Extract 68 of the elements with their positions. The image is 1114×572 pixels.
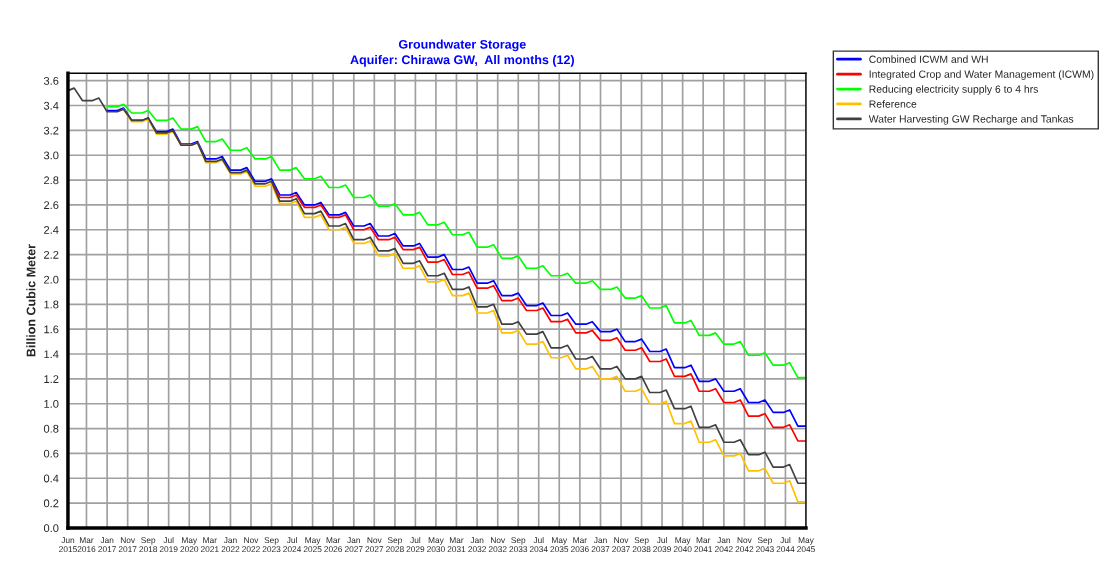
x-tick-label: Sep 2033 <box>509 537 528 553</box>
y-tick-label: 1.8 <box>44 300 59 309</box>
line-series <box>106 107 806 427</box>
x-tick-label: Jan 2042 <box>715 537 733 553</box>
x-tick-label: May 2045 <box>797 537 815 553</box>
legend-label: Integrated Crop and Water Management (ICWM) <box>869 70 1094 80</box>
x-tick-label: Jul 2029 <box>406 536 425 553</box>
y-tick-label: 2.6 <box>44 201 59 210</box>
x-tick-label: Jul 2019 <box>159 536 178 553</box>
chart-subtitle: Aquifer: Chirawa GW, All months (12) <box>350 55 574 67</box>
line-series <box>270 180 806 442</box>
y-tick-label: 3.0 <box>43 151 59 160</box>
x-tick-label: Mar 2021 <box>200 537 219 553</box>
x-tick-label: Jul 2044 <box>776 536 795 553</box>
x-tick-label: Mar 2031 <box>447 537 466 553</box>
y-tick-label: 2.0 <box>44 275 59 284</box>
x-tick-label: Jan 2032 <box>468 537 486 553</box>
x-tick-label: Mar 2041 <box>694 537 713 553</box>
x-tick-label: May 2020 <box>180 537 199 553</box>
y-tick-label: 0.0 <box>43 524 59 533</box>
x-tick-label: May 2040 <box>673 537 692 553</box>
x-tick-label: Jan 2027 <box>344 537 363 553</box>
x-tick-label: Sep 2023 <box>262 537 281 553</box>
x-tick-label: May 2030 <box>427 537 445 553</box>
y-tick-label: 0.4 <box>43 474 59 483</box>
x-tick-label: Nov 2027 <box>365 537 384 553</box>
y-axis-title: Billion Cubic Meter <box>26 244 36 357</box>
y-tick-label: 0.6 <box>43 449 59 458</box>
y-tick-label: 3.4 <box>43 101 59 110</box>
y-tick-label: 3.2 <box>43 126 59 135</box>
x-tick-label: Jul 2039 <box>653 536 671 553</box>
y-tick-label: 1.0 <box>44 399 59 408</box>
x-tick-label: Jan 2022 <box>221 537 240 553</box>
x-tick-label: Mar 2026 <box>324 537 343 553</box>
x-tick-label: Mar 2036 <box>571 537 589 553</box>
x-tick-label: Sep 2028 <box>386 537 404 553</box>
y-tick-label: 2.8 <box>44 176 59 185</box>
chart-title: Groundwater Storage <box>398 39 526 52</box>
legend-label: Combined ICWM and WH <box>869 55 988 63</box>
y-tick-label: 0.2 <box>43 499 59 508</box>
x-tick-label: Nov 2017 <box>118 537 137 553</box>
y-tick-label: 0.8 <box>43 424 59 433</box>
y-tick-label: 1.6 <box>44 325 59 334</box>
legend-label: Reference <box>869 100 917 108</box>
x-tick-label: Nov 2022 <box>242 537 260 553</box>
y-tick-label: 1.2 <box>44 375 59 383</box>
legend-label: Water Harvesting GW Recharge and Tankas <box>868 114 1074 125</box>
x-tick-label: Jul 2034 <box>529 536 548 553</box>
x-tick-label: Jan 2017 <box>98 537 116 553</box>
x-tick-label: May 2025 <box>303 537 322 553</box>
legend-label: Reducing electricity supply 6 to 4 hrs <box>869 85 1039 95</box>
x-tick-label: Mar 2016 <box>77 537 96 553</box>
line-series <box>67 87 806 485</box>
y-tick-label: 2.2 <box>44 250 59 259</box>
x-tick-label: Jul 2024 <box>283 536 302 553</box>
x-tick-label: May 2035 <box>550 537 569 553</box>
x-tick-label: Nov 2037 <box>612 537 630 553</box>
x-tick-label: Jan 2037 <box>591 537 610 553</box>
line-series <box>106 103 806 379</box>
x-tick-label: Sep 2043 <box>756 537 774 553</box>
x-tick-label: Nov 2032 <box>488 537 507 553</box>
x-tick-label: Nov 2042 <box>735 537 754 553</box>
x-tick-label: Sep 2018 <box>139 537 158 553</box>
y-tick-label: 3.6 <box>43 76 59 85</box>
x-tick-label: Sep 2038 <box>632 537 651 553</box>
y-tick-label: 1.4 <box>44 350 59 359</box>
x-tick-label: Jun 2015 <box>59 537 77 553</box>
y-tick-label: 2.4 <box>44 226 59 234</box>
